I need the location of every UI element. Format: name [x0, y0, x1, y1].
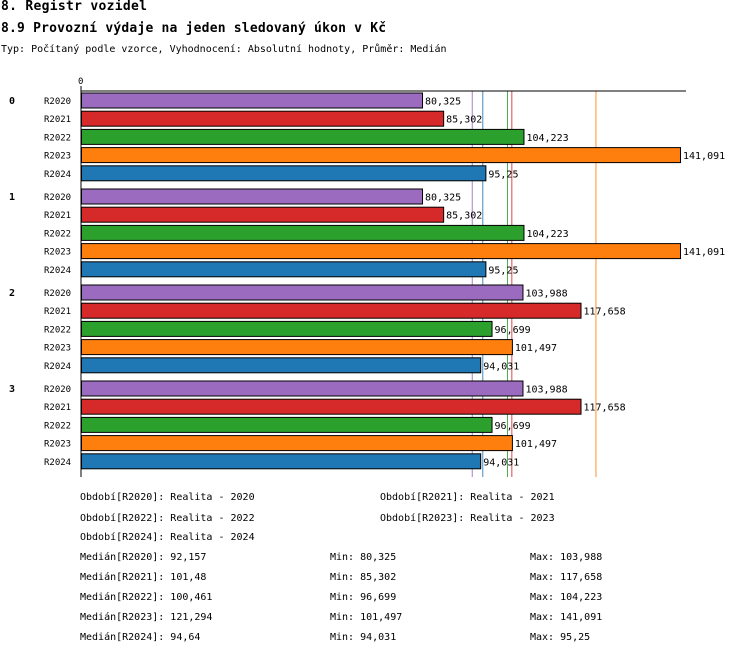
bar-0-r2020 [81, 92, 424, 109]
bar-value-3-r2021: 117,658 [584, 403, 626, 414]
stat-median-r2023: Medián[R2023]: 121,294 [80, 612, 213, 623]
row-label-0-r2020: R2020 [44, 97, 71, 107]
stat-median-r2021: Medián[R2021]: 101,48 [80, 572, 207, 583]
bar-value-2-r2022: 96,699 [495, 325, 531, 336]
row-label-2-r2021: R2021 [44, 307, 71, 317]
row-label-3-r2023: R2023 [44, 440, 71, 450]
legend-period-r2020: Období[R2020]: Realita - 2020 [80, 492, 255, 503]
stat-max-r2023: Max: 141,091 [530, 612, 603, 623]
bar-2-r2023 [81, 339, 513, 356]
bar-value-3-r2022: 96,699 [495, 421, 531, 432]
bar-0-r2021 [81, 110, 445, 127]
row-label-1-r2022: R2022 [44, 229, 71, 239]
row-label-3-r2021: R2021 [44, 403, 71, 413]
bar-1-r2023 [81, 243, 681, 260]
bar-value-0-r2023: 141,091 [683, 151, 725, 162]
row-label-0-r2024: R2024 [44, 170, 71, 180]
bar-0-r2022 [81, 128, 525, 145]
stat-min-r2022: Min: 96,699 [330, 592, 397, 603]
bar-2-r2022 [81, 320, 493, 337]
stat-median-r2024: Medián[R2024]: 94,64 [80, 632, 201, 643]
bar-value-1-r2021: 85,302 [446, 211, 482, 222]
legend-period-r2023: Období[R2023]: Realita - 2023 [380, 513, 555, 524]
stat-min-r2023: Min: 101,497 [330, 612, 403, 623]
bar-1-r2021 [81, 206, 445, 223]
bar-value-0-r2020: 80,325 [425, 97, 461, 108]
row-label-0-r2021: R2021 [44, 115, 71, 125]
row-label-2-r2020: R2020 [44, 289, 71, 299]
bar-0-r2024 [81, 165, 487, 182]
stat-median-r2020: Medián[R2020]: 92,157 [80, 552, 207, 563]
legend-period-r2024: Období[R2024]: Realita - 2024 [80, 532, 255, 543]
bar-0-r2023 [81, 147, 681, 164]
group-label-3: 3 [9, 384, 15, 395]
chart-title: 8.9 Provozní výdaje na jeden sledovaný ú… [1, 21, 387, 36]
row-label-1-r2024: R2024 [44, 266, 71, 276]
bar-value-1-r2022: 104,223 [526, 229, 568, 240]
row-label-3-r2020: R2020 [44, 385, 71, 395]
row-label-3-r2024: R2024 [44, 458, 71, 468]
bar-chart: 0 0 R2020 80,325 R2021 85,302 R2022 104,223 R202… [9, 77, 725, 477]
stat-max-r2021: Max: 117,658 [530, 572, 603, 583]
stat-max-r2022: Max: 104,223 [530, 592, 603, 603]
row-label-2-r2024: R2024 [44, 362, 71, 372]
bar-1-r2022 [81, 224, 525, 241]
row-label-2-r2023: R2023 [44, 344, 71, 354]
row-label-3-r2022: R2022 [44, 421, 71, 431]
stat-min-r2020: Min: 80,325 [330, 552, 397, 563]
chart-type-line: Typ: Počítaný podle vzorce, Vyhodnocení:… [1, 44, 447, 55]
row-label-1-r2021: R2021 [44, 211, 71, 221]
x-axis-zero-label: 0 [78, 77, 83, 87]
row-label-2-r2022: R2022 [44, 325, 71, 335]
bar-value-3-r2020: 103,988 [525, 385, 567, 396]
row-label-1-r2020: R2020 [44, 193, 71, 203]
bar-3-r2024 [81, 453, 482, 470]
group-label-0: 0 [9, 96, 15, 107]
bar-3-r2022 [81, 416, 493, 433]
row-label-0-r2023: R2023 [44, 152, 71, 162]
bar-value-1-r2024: 95,25 [488, 265, 518, 276]
bar-value-3-r2024: 94,031 [483, 457, 519, 468]
bar-value-2-r2024: 94,031 [483, 361, 519, 372]
bar-value-0-r2021: 85,302 [446, 115, 482, 126]
bar-value-2-r2021: 117,658 [584, 307, 626, 318]
stat-median-r2022: Medián[R2022]: 100,461 [80, 592, 213, 603]
legend-period-r2021: Období[R2021]: Realita - 2021 [380, 492, 555, 503]
bar-value-2-r2023: 101,497 [515, 343, 557, 354]
bar-2-r2020 [81, 284, 524, 301]
bar-value-0-r2022: 104,223 [526, 133, 568, 144]
row-label-1-r2023: R2023 [44, 248, 71, 258]
group-label-1: 1 [9, 192, 15, 203]
bar-1-r2024 [81, 261, 487, 278]
legend-period-r2022: Období[R2022]: Realita - 2022 [80, 513, 255, 524]
bar-3-r2023 [81, 435, 513, 452]
stat-max-r2024: Max: 95,25 [530, 632, 591, 643]
bar-value-1-r2023: 141,091 [683, 247, 725, 258]
bar-3-r2021 [81, 398, 582, 415]
stat-min-r2024: Min: 94,031 [330, 632, 397, 643]
page-title: 8. Registr vozidel [1, 0, 148, 14]
bar-3-r2020 [81, 380, 524, 397]
bar-value-0-r2024: 95,25 [488, 169, 518, 180]
bar-value-1-r2020: 80,325 [425, 193, 461, 204]
bar-2-r2021 [81, 302, 582, 319]
row-label-0-r2022: R2022 [44, 133, 71, 143]
group-label-2: 2 [9, 288, 15, 299]
bar-2-r2024 [81, 357, 482, 374]
stat-max-r2020: Max: 103,988 [530, 552, 603, 563]
bar-value-2-r2020: 103,988 [525, 289, 567, 300]
stat-min-r2021: Min: 85,302 [330, 572, 397, 583]
bar-1-r2020 [81, 188, 424, 205]
bar-value-3-r2023: 101,497 [515, 439, 557, 450]
